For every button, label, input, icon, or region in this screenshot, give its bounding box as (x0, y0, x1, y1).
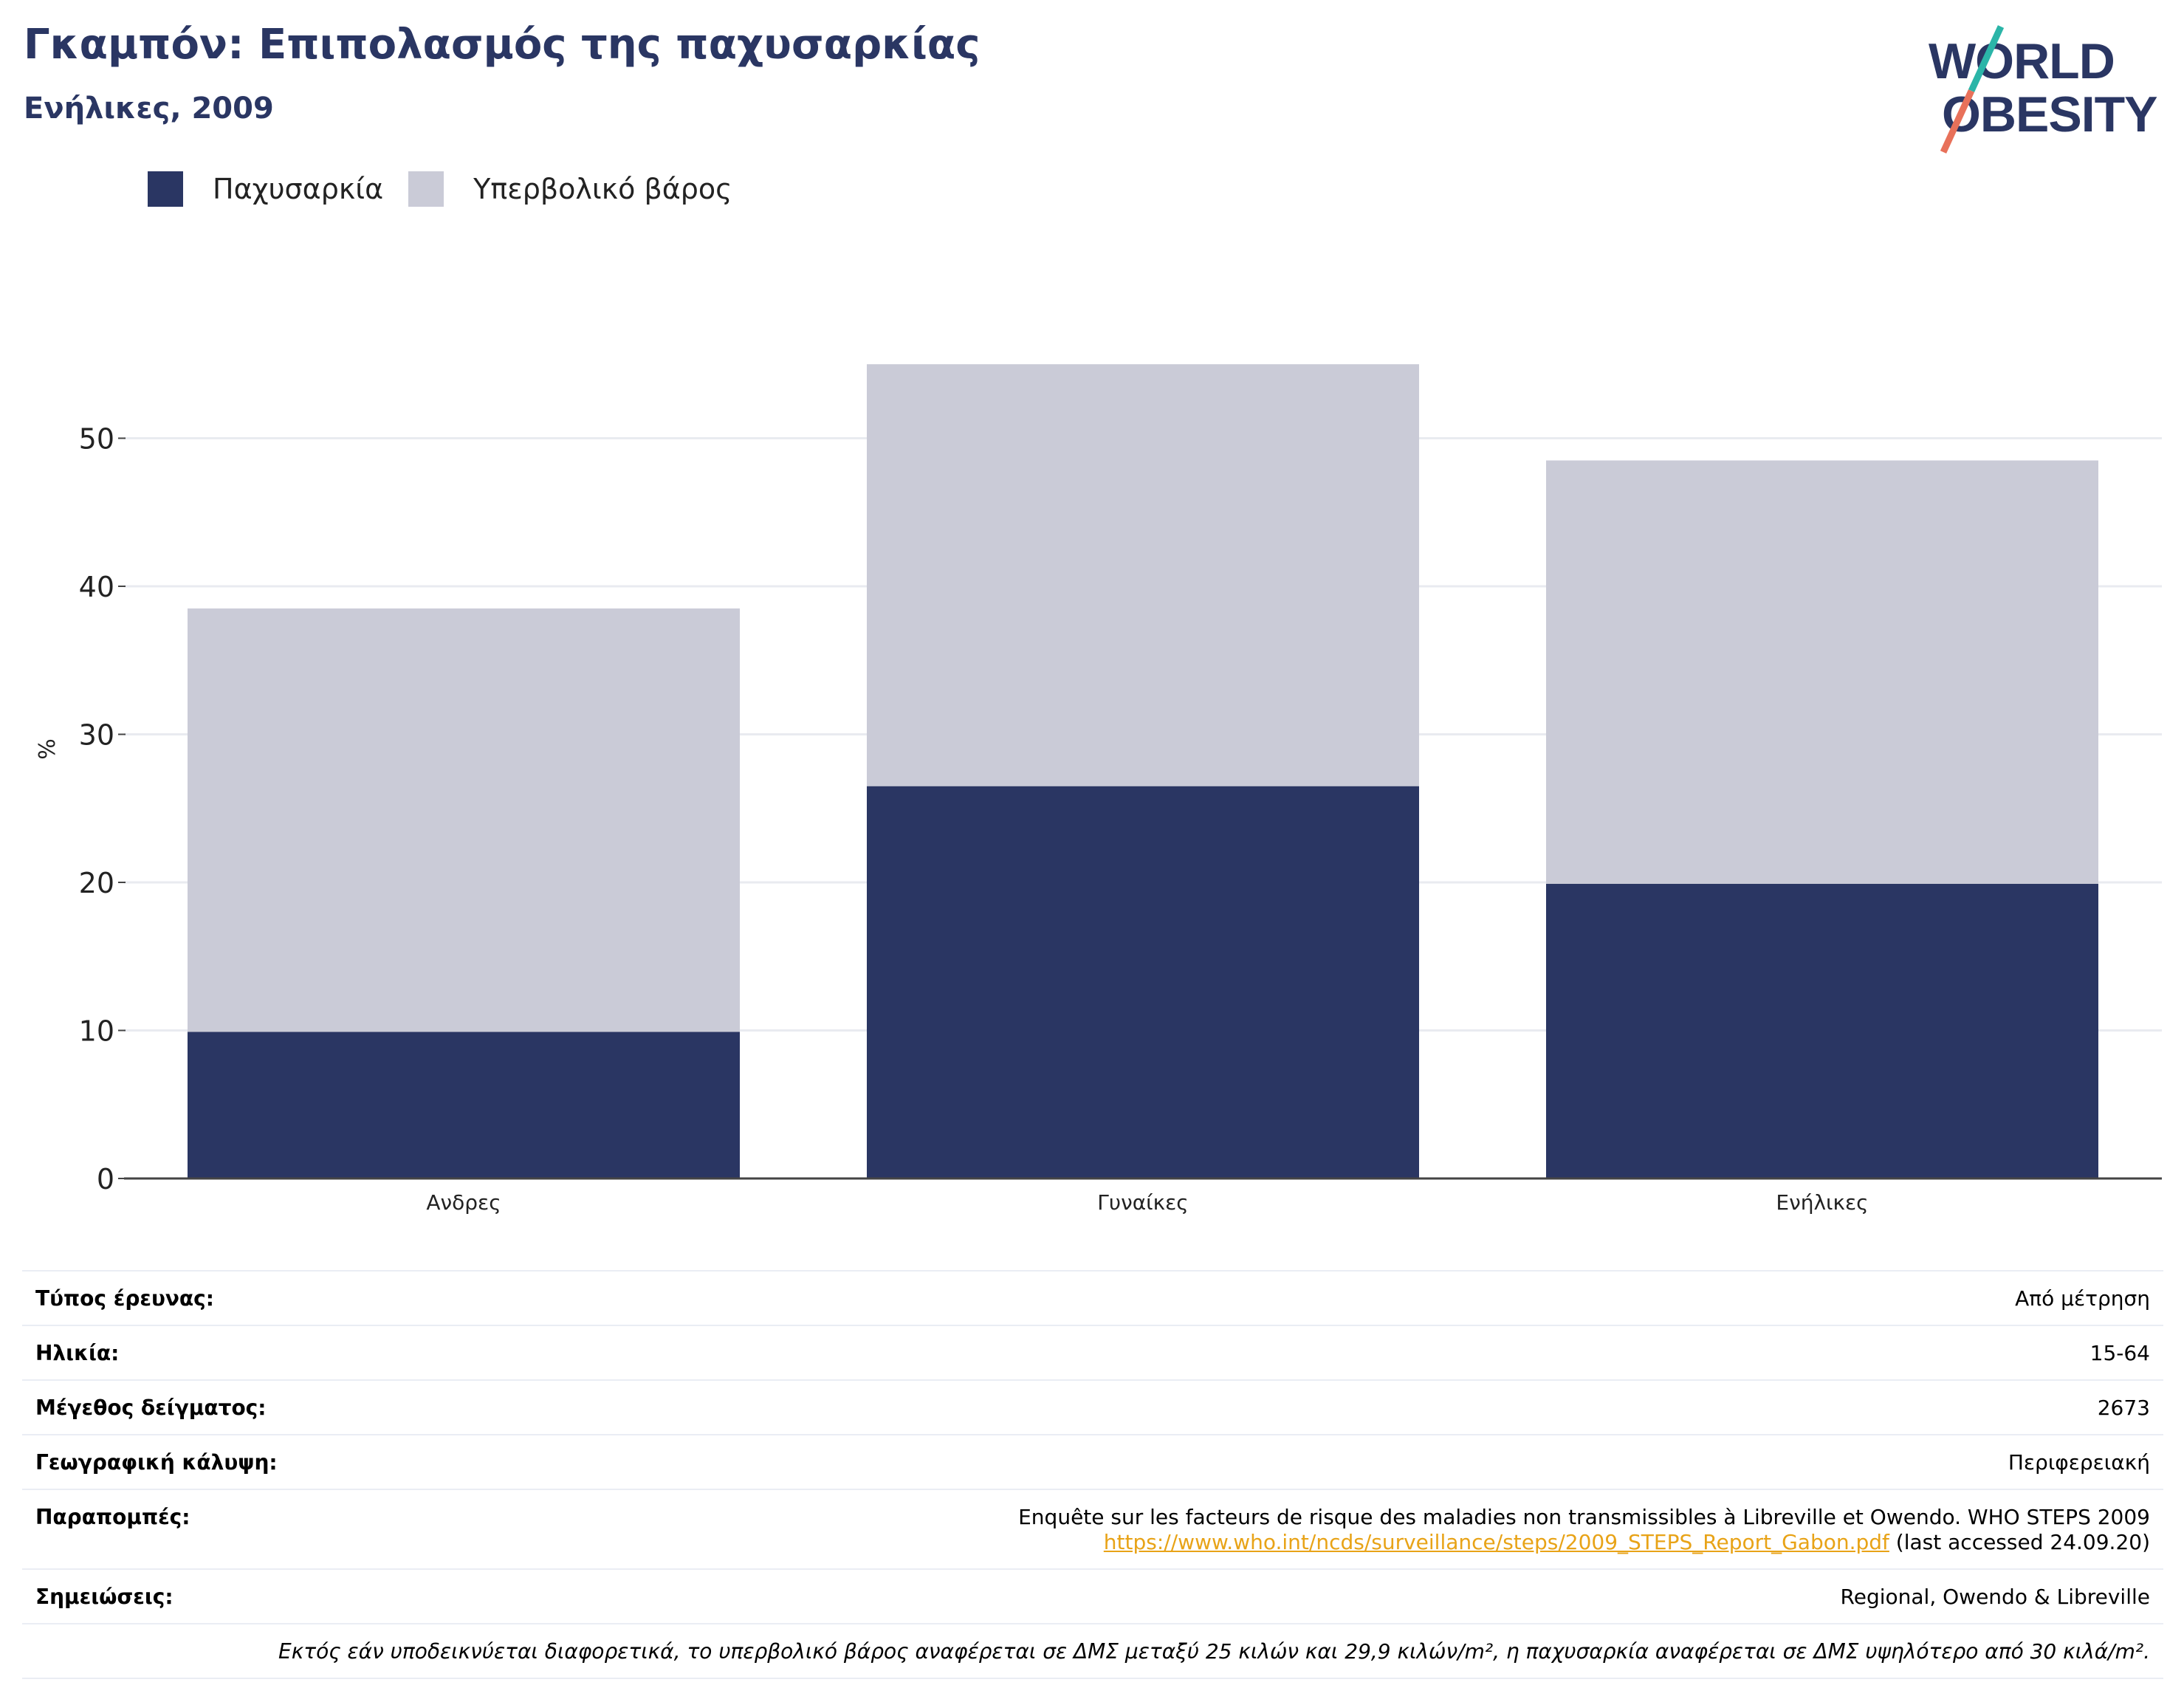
info-value: Περιφερειακή (2008, 1450, 2150, 1475)
footnote: Εκτός εάν υποδεικνύεται διαφορετικά, το … (22, 1624, 2163, 1679)
info-value: 2673 (2097, 1396, 2150, 1420)
y-tick-label: 50 (79, 423, 114, 456)
info-key: Σημειώσεις: (35, 1585, 174, 1609)
y-tick-label: 10 (79, 1015, 114, 1048)
bar-chart: 0 10 20 30 40 50% Ανδρες Γυναίκες Ενήλικες (35, 364, 2162, 1215)
bar-overweight (1546, 460, 2098, 885)
info-value: Regional, Owendo & Libreville (1840, 1585, 2150, 1609)
info-row-references: Παραπομπές: Enquête sur les facteurs de … (22, 1490, 2163, 1570)
survey-info-table: Τύπος έρευνας: Από μέτρηση Ηλικία: 15-64… (22, 1270, 2163, 1679)
info-value: Από μέτρηση (2015, 1286, 2150, 1311)
reference-link[interactable]: https://www.who.int/ncds/surveillance/st… (1103, 1530, 1889, 1554)
svg-text:WORLD: WORLD (1929, 33, 2115, 89)
chart-subtitle: Ενήλικες, 2009 (24, 92, 274, 126)
info-row-notes: Σημειώσεις: Regional, Owendo & Librevill… (22, 1570, 2163, 1624)
bar-obesity (188, 1032, 740, 1178)
chart-legend: Παχυσαρκία Υπερβολικό βάρος (148, 171, 757, 207)
legend-swatch-obesity (148, 171, 183, 207)
info-key: Παραπομπές: (35, 1505, 190, 1529)
info-value: 15-64 (2089, 1341, 2150, 1365)
info-key: Τύπος έρευνας: (35, 1286, 214, 1311)
y-axis-label: % (35, 738, 61, 760)
info-row-coverage: Γεωγραφική κάλυψη: Περιφερειακή (22, 1435, 2163, 1490)
reference-suffix: (last accessed 24.09.20) (1889, 1530, 2150, 1554)
reference-text: Enquête sur les facteurs de risque des m… (1018, 1505, 2150, 1529)
info-key: Γεωγραφική κάλυψη: (35, 1450, 278, 1475)
info-row-sample-size: Μέγεθος δείγματος: 2673 (22, 1381, 2163, 1435)
bar-overweight (867, 364, 1419, 786)
y-tick-label: 30 (79, 719, 114, 752)
y-tick-label: 20 (79, 867, 114, 899)
bar-obesity (867, 786, 1419, 1178)
bar-obesity (1546, 884, 2098, 1178)
x-tick-label: Ενήλικες (1776, 1190, 1868, 1215)
y-tick-label: 40 (79, 571, 114, 603)
bar-overweight (188, 608, 740, 1032)
x-tick-label: Ανδρες (426, 1190, 501, 1215)
info-row-age: Ηλικία: 15-64 (22, 1326, 2163, 1381)
info-row-survey-type: Τύπος έρευνας: Από μέτρηση (22, 1272, 2163, 1326)
chart-title: Γκαμπόν: Επιπολασμός της παχυσαρκίας (24, 21, 981, 69)
y-tick-label: 0 (97, 1163, 114, 1195)
x-tick-label: Γυναίκες (1097, 1190, 1188, 1215)
legend-item-obesity[interactable]: Παχυσαρκία (148, 171, 383, 207)
reference-value: Enquête sur les facteurs de risque des m… (1018, 1505, 2150, 1555)
legend-item-overweight[interactable]: Υπερβολικό βάρος (408, 171, 732, 207)
legend-label-overweight: Υπερβολικό βάρος (473, 173, 732, 205)
legend-swatch-overweight (408, 171, 444, 207)
svg-text:OBESITY: OBESITY (1942, 86, 2157, 143)
legend-label-obesity: Παχυσαρκία (213, 173, 384, 205)
info-key: Μέγεθος δείγματος: (35, 1396, 267, 1420)
info-key: Ηλικία: (35, 1341, 120, 1365)
world-obesity-logo: WORLD OBESITY (1929, 25, 2158, 154)
